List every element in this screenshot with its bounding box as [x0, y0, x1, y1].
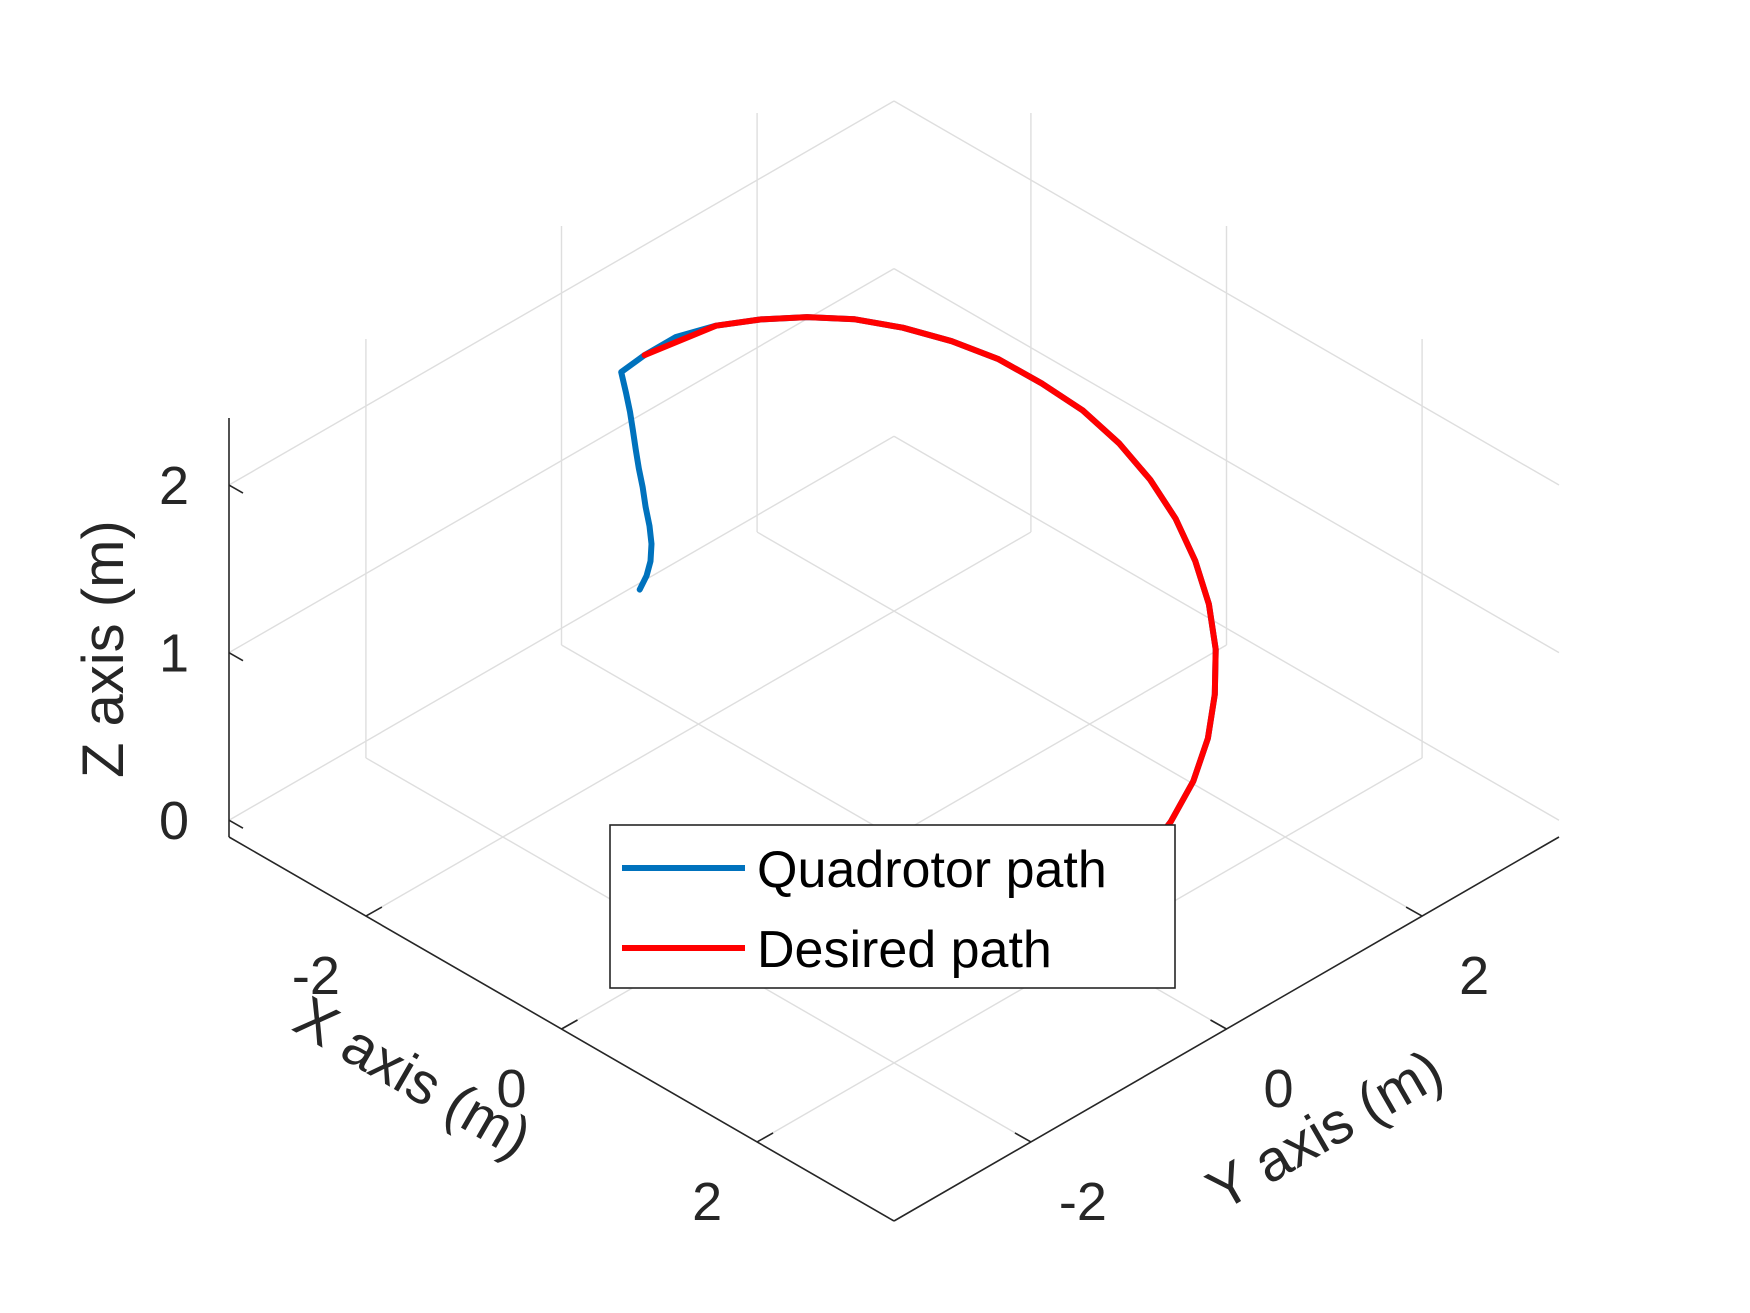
axes-layer: -2 0 2 -2 0 2 0 1 2 [159, 418, 1560, 1232]
z-tick-label: 1 [159, 624, 189, 684]
grid-line [893, 100, 1560, 486]
z-axis-label: Z axis (m) [71, 520, 136, 778]
y-tick [1014, 1132, 1032, 1143]
grid-line [756, 531, 1423, 917]
x-tick [561, 1019, 578, 1030]
y-tick [1210, 1019, 1227, 1030]
z-tick [228, 484, 244, 494]
x-tick [756, 1132, 774, 1143]
legend-label-desired-path: Desired path [757, 921, 1052, 979]
grid-line [893, 268, 1560, 654]
x-tick-label: 2 [692, 1172, 722, 1232]
x-tick-label: -2 [292, 946, 340, 1006]
x-tick [365, 906, 383, 917]
legend: Quadrotor path Desired path [609, 824, 1176, 989]
z-tick [228, 651, 244, 662]
x-tick-label: 0 [496, 1059, 526, 1119]
y-axis-label: Y axis (m) [1196, 1037, 1454, 1223]
grid-line [228, 435, 895, 821]
y-tick-label: -2 [1059, 1172, 1107, 1232]
legend-box [609, 824, 1176, 989]
grid-line [228, 268, 895, 654]
z-tick [228, 819, 244, 829]
legend-label-quadrotor-path: Quadrotor path [757, 841, 1107, 899]
y-tick [1405, 906, 1423, 917]
grid-line [893, 435, 1560, 821]
z-tick-label: 2 [159, 456, 189, 516]
y-tick-label: 0 [1263, 1059, 1293, 1119]
y-tick-label: 2 [1459, 946, 1489, 1006]
z-tick-label: 0 [159, 791, 189, 851]
grid-line [228, 100, 895, 486]
